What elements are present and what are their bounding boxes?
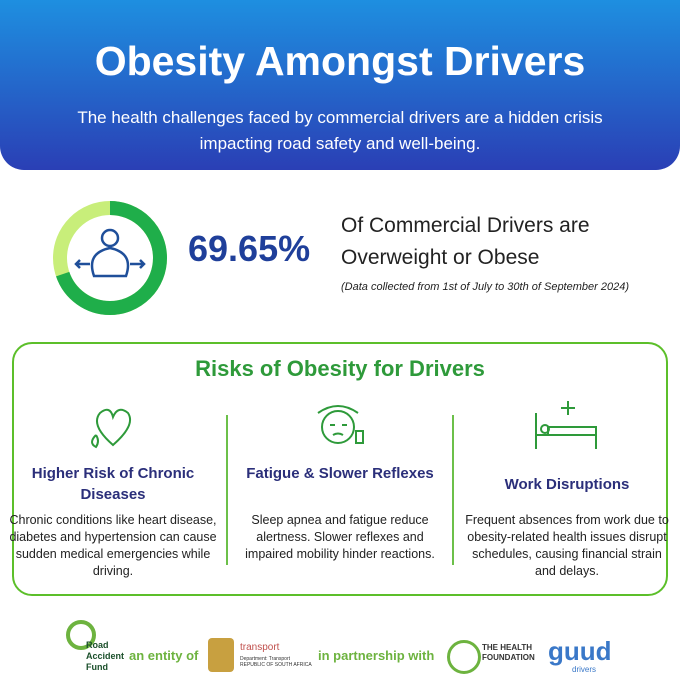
risk-body: Frequent absences from work due to obesi…: [465, 513, 669, 578]
transport-text: transport: [240, 642, 280, 653]
transport-sub: Department: Transport REPUBLIC OF SOUTH …: [240, 656, 312, 668]
risk-title: Risks of Obesity for Drivers: [195, 356, 485, 381]
risk-heading: Fatigue & Slower Reflexes: [246, 465, 434, 482]
person-icon: [74, 228, 146, 278]
raf-logo: [66, 620, 96, 650]
stat-value: 69.65%: [188, 228, 311, 269]
heart-icon: [91, 408, 132, 449]
risk-box: [12, 342, 668, 596]
fatigue-icon: [317, 405, 364, 444]
health-text: THE HEALTH FOUNDATION: [482, 643, 535, 662]
guud-sub: drivers: [572, 665, 597, 674]
header: [0, 0, 680, 170]
divider: [452, 415, 454, 565]
entity-text: an entity of: [129, 648, 199, 663]
partnership-text: in partnership with: [318, 648, 435, 663]
note: (Data collected from 1st of July to 30th…: [341, 281, 629, 293]
coat-of-arms: [208, 638, 234, 672]
title: Obesity Amongst Drivers: [94, 38, 586, 84]
guud-logo: guud: [548, 636, 612, 666]
risk-heading: Work Disruptions: [504, 476, 630, 493]
raf-text: Road Accident Fund: [86, 640, 125, 672]
risk-body: Sleep apnea and fatigue reduce alertness…: [245, 513, 435, 561]
stat-text: Of Commercial Drivers are: [341, 214, 590, 237]
icons: [91, 401, 597, 449]
subtitle: The health challenges faced by commercia…: [77, 108, 603, 153]
stat-text: Overweight or Obese: [341, 246, 540, 269]
risk-body: Chronic conditions like heart disease, d…: [9, 513, 217, 578]
ring-arc: [53, 201, 167, 315]
ring: [53, 201, 167, 315]
risk-heading: Higher Risk of Chronic Diseases: [31, 465, 195, 503]
bed-icon: [535, 401, 597, 449]
health-logo: [447, 640, 481, 674]
divider: [226, 415, 228, 565]
